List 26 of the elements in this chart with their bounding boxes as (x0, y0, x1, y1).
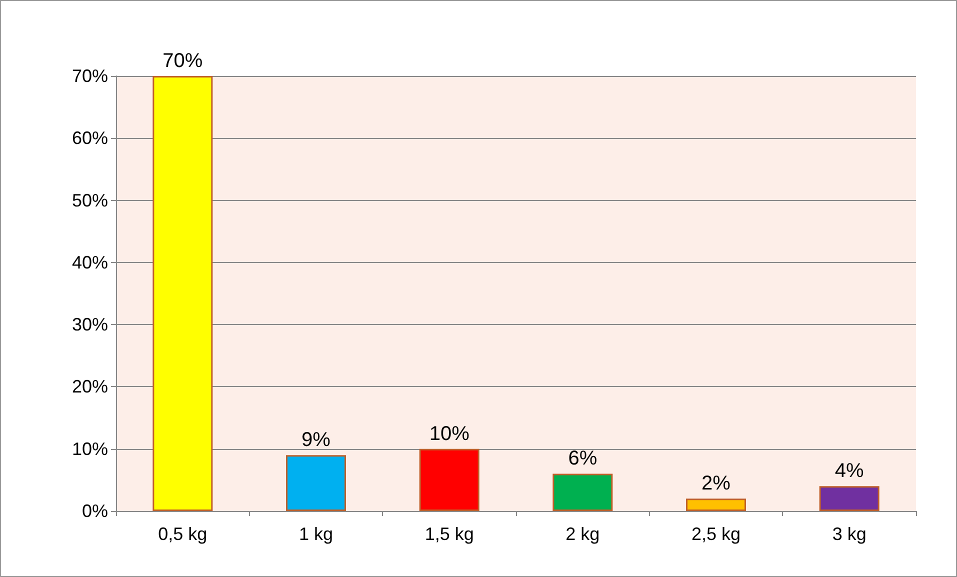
x-tick-label: 1,5 kg (424, 524, 474, 544)
y-tick-label: 10% (72, 438, 108, 459)
bar (419, 448, 480, 511)
y-tick-label: 50% (72, 190, 108, 210)
bar (552, 474, 613, 511)
x-tick-label: 0,5 kg (158, 524, 208, 544)
bar (686, 498, 746, 511)
data-label: 70% (162, 50, 203, 72)
x-tick-label: 3 kg (832, 524, 866, 544)
x-tick-label: 1 kg (298, 524, 334, 544)
x-tick-label: 2,5 kg (691, 524, 741, 544)
y-tick-label: 20% (72, 376, 108, 397)
data-label: 10% (429, 422, 470, 445)
data-label: 6% (568, 448, 598, 470)
y-tick-label: 0% (82, 501, 108, 521)
data-label: 2% (702, 472, 731, 495)
x-tick-label: 2 kg (566, 524, 600, 544)
data-label: 9% (302, 429, 331, 452)
y-tick-label: 60% (72, 128, 108, 148)
y-tick-label: 40% (72, 252, 108, 272)
y-tick-label: 70% (72, 66, 108, 86)
bar (286, 455, 346, 511)
data-label: 4% (834, 460, 864, 482)
y-tick-label: 30% (72, 314, 108, 335)
bar (152, 76, 213, 511)
bar (819, 486, 880, 511)
